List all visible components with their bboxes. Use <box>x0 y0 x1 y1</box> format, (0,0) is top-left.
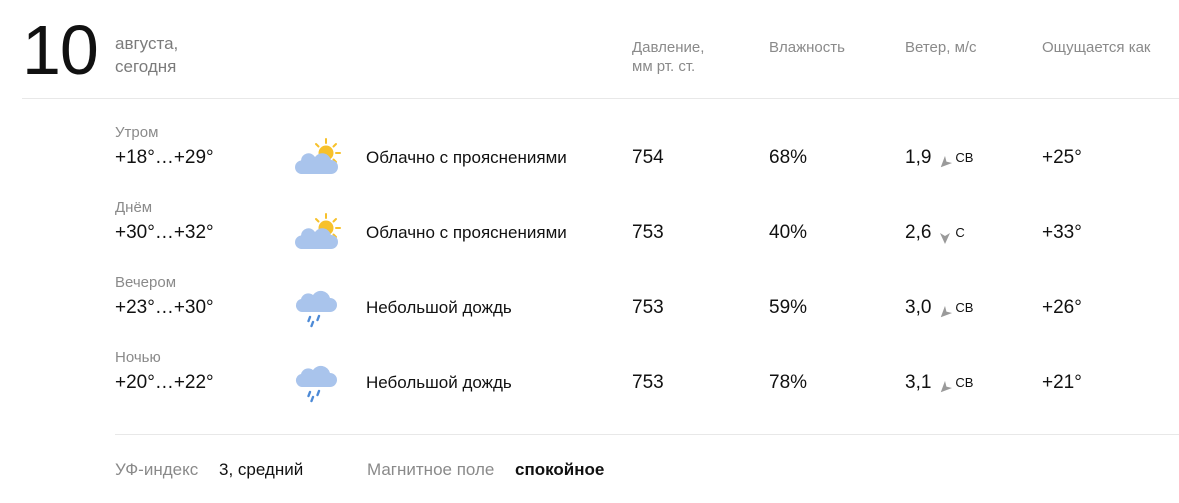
column-wind: Ветер, м/с <box>905 39 977 56</box>
light-rain-icon <box>294 361 342 410</box>
partly-cloudy-icon <box>294 211 342 260</box>
uv-index-value: 3, средний <box>219 460 304 479</box>
wind-cell: 3,1 СВ <box>905 371 973 395</box>
pressure-heading-line2: мм рт. ст. <box>632 58 696 75</box>
humidity-value: 59% <box>769 297 808 318</box>
month-label: августа, <box>115 34 179 53</box>
day-number: 10 <box>22 11 99 89</box>
light-rain-icon <box>294 286 342 335</box>
condition-text: Облачно с прояснениями <box>366 148 567 167</box>
wind-direction-arrow-icon <box>939 302 953 318</box>
temperature-range: +18°…+29° <box>115 147 214 168</box>
wind-speed: 2,6 <box>905 222 932 243</box>
feels-like-value: +21° <box>1042 372 1082 393</box>
header-divider <box>22 98 1179 99</box>
day-caption: августа, сегодня <box>115 32 178 78</box>
feels-like-value: +25° <box>1042 147 1082 168</box>
condition-text: Облачно с прояснениями <box>366 223 567 242</box>
humidity-value: 40% <box>769 222 808 243</box>
wind-direction-arrow-icon <box>939 377 953 393</box>
pressure-value: 753 <box>632 222 664 243</box>
magnetic-field-value: спокойное <box>515 460 605 479</box>
period-label: Вечером <box>115 274 177 291</box>
wind-speed: 3,0 <box>905 297 932 318</box>
wind-cell: 3,0 СВ <box>905 296 973 320</box>
wind-cell: 1,9 СВ <box>905 146 973 170</box>
wind-cell: 2,6 С <box>905 221 965 245</box>
column-humidity: Влажность <box>769 39 845 56</box>
magnetic-field-label: Магнитное поле <box>367 460 495 479</box>
wind-speed: 3,1 <box>905 372 932 393</box>
pressure-value: 753 <box>632 372 664 393</box>
humidity-value: 68% <box>769 147 808 168</box>
partly-cloudy-icon <box>294 136 342 185</box>
column-feels-like: Ощущается как <box>1042 39 1151 56</box>
temperature-range: +23°…+30° <box>115 297 214 318</box>
wind-direction-arrow-icon <box>939 227 951 244</box>
temperature-range: +30°…+32° <box>115 222 214 243</box>
pressure-heading-line1: Давление, <box>632 39 705 56</box>
pressure-value: 753 <box>632 297 664 318</box>
condition-text: Небольшой дождь <box>366 373 512 392</box>
humidity-value: 78% <box>769 372 808 393</box>
period-label: Утром <box>115 124 159 141</box>
pressure-value: 754 <box>632 147 664 168</box>
column-pressure: Давление, мм рт. ст. <box>632 38 704 76</box>
period-label: Ночью <box>115 349 161 366</box>
feels-like-value: +33° <box>1042 222 1082 243</box>
period-label: Днём <box>115 199 153 216</box>
wind-direction: СВ <box>955 300 974 315</box>
wind-speed: 1,9 <box>905 147 932 168</box>
footer-divider <box>115 434 1179 435</box>
relative-day-label: сегодня <box>115 57 177 76</box>
uv-index-label: УФ-индекс <box>115 460 199 479</box>
wind-direction: СВ <box>955 150 974 165</box>
condition-text: Небольшой дождь <box>366 298 512 317</box>
feels-like-value: +26° <box>1042 297 1082 318</box>
wind-direction: С <box>955 225 965 240</box>
wind-direction: СВ <box>955 375 974 390</box>
temperature-range: +20°…+22° <box>115 372 214 393</box>
wind-direction-arrow-icon <box>939 152 953 168</box>
